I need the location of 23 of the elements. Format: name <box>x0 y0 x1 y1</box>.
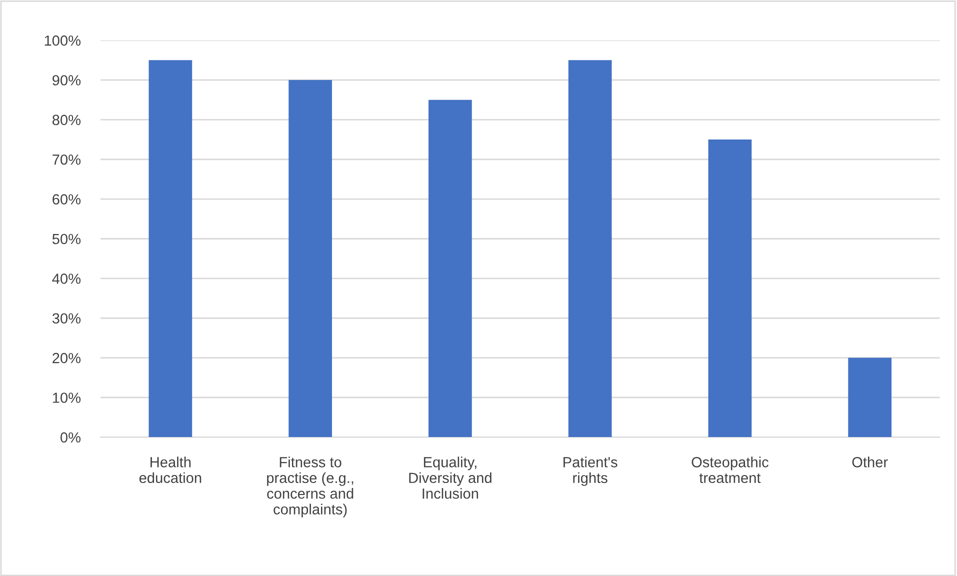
x-tick-label: Patient's rights <box>564 456 618 486</box>
y-tick-label: 50% <box>52 234 81 244</box>
x-tick-label: Other <box>852 456 888 468</box>
bar <box>428 100 472 438</box>
y-tick-label: 20% <box>52 352 81 364</box>
bar <box>708 140 752 438</box>
y-tick-label: 40% <box>52 274 81 284</box>
y-tick-label: 60% <box>52 194 81 204</box>
bar <box>288 80 332 438</box>
bar <box>148 60 192 438</box>
x-tick-label: Equality, Diversity and Inclusion <box>409 456 492 499</box>
y-tick-label: 0% <box>60 432 81 443</box>
y-tick-label: 90% <box>52 75 81 86</box>
x-tick-label: Health education <box>139 456 202 484</box>
x-tick-label: Fitness to practise (e.g., concerns and complaints) <box>267 456 354 518</box>
y-tick-label: 100% <box>44 35 81 46</box>
bar <box>848 358 892 438</box>
y-tick-label: 30% <box>52 313 81 324</box>
x-tick-label: Osteopathic treatment <box>692 456 768 484</box>
y-tick-label: 70% <box>52 154 81 165</box>
y-tick-label: 10% <box>52 392 81 403</box>
y-tick-label: 80% <box>52 114 81 126</box>
bar <box>568 60 612 438</box>
